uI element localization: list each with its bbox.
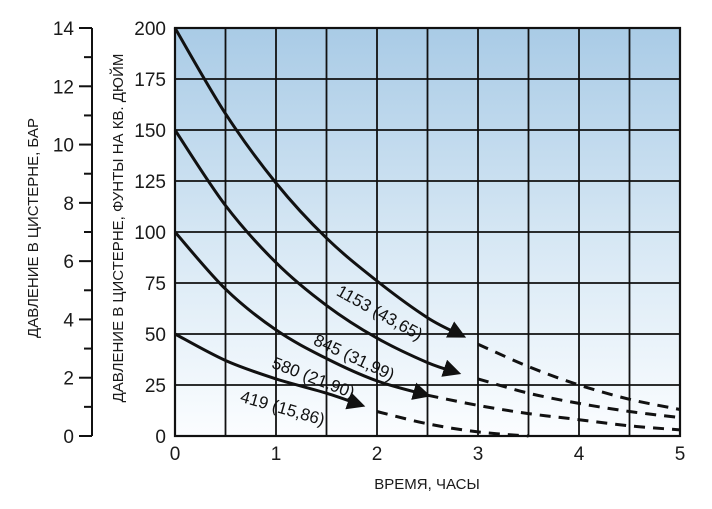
series-line-solid	[174, 332, 366, 410]
y-tick-label-primary: 25	[145, 376, 166, 397]
x-tick-label: 4	[574, 444, 585, 465]
y-tick-label-secondary: 8	[63, 194, 74, 215]
y-tick-label-secondary: 10	[53, 136, 74, 157]
y-tick-label-secondary: 2	[63, 369, 74, 390]
y-tick-label-secondary: 6	[63, 252, 74, 273]
series-line-dashed	[376, 410, 529, 438]
x-tick-label: 0	[170, 444, 181, 465]
y-tick-label-primary: 175	[134, 70, 166, 91]
x-tick-label: 2	[372, 444, 383, 465]
series-layer	[173, 27, 681, 438]
series-line-dashed	[427, 393, 681, 432]
y-tick-label-secondary: 4	[63, 310, 74, 331]
y-tick-label-secondary: 12	[53, 77, 74, 98]
y-tick-label-primary: 100	[134, 223, 166, 244]
y-axis-title-primary: ДАВЛЕНИЕ В ЦИСТЕРНЕ, ФУНТЫ НА КВ. ДЮЙМ	[109, 54, 127, 403]
y-tick-label-primary: 200	[134, 19, 166, 40]
series-line-solid	[173, 27, 467, 338]
series-line-solid	[173, 129, 462, 377]
y-axis-title-secondary: ДАВЛЕНИЕ В ЦИСТЕРНЕ, БАР	[25, 118, 42, 338]
series-line-dashed	[477, 342, 681, 411]
series-line-dashed	[477, 377, 681, 420]
x-axis-title: ВРЕМЯ, ЧАСЫ	[374, 476, 479, 493]
y-tick-label-primary: 75	[145, 274, 166, 295]
y-tick-label-secondary: 0	[63, 427, 74, 448]
x-tick-label: 1	[271, 444, 282, 465]
series-line-solid	[173, 231, 431, 400]
y-tick-label-primary: 150	[134, 121, 166, 142]
y-tick-label-secondary: 14	[53, 19, 75, 40]
y-tick-label-primary: 0	[155, 427, 166, 448]
y-tick-label-primary: 125	[134, 172, 166, 193]
x-tick-label: 3	[473, 444, 484, 465]
y-tick-label-primary: 50	[145, 325, 166, 346]
x-tick-label: 5	[675, 444, 686, 465]
